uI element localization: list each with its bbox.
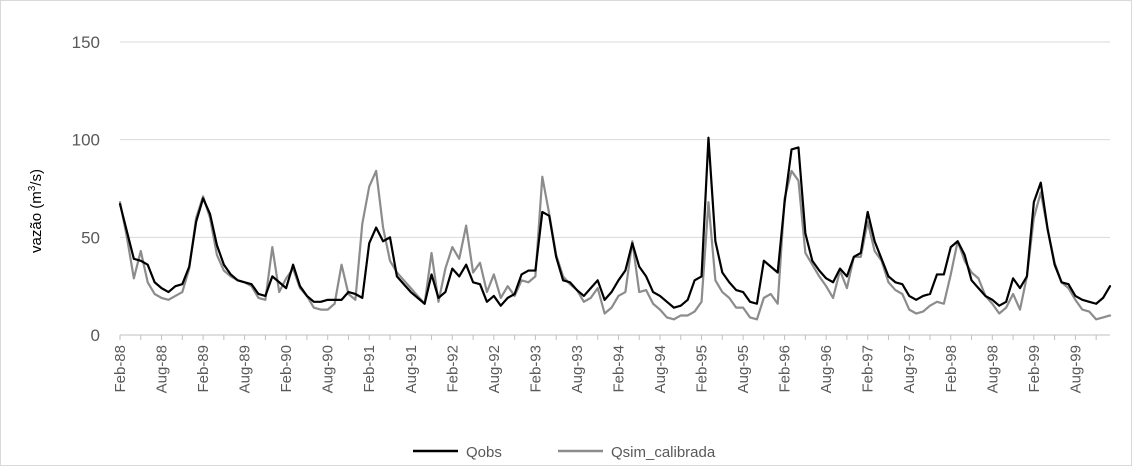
y-axis-label-main: vazão (m [28, 191, 45, 253]
y-tick-label-100: 100 [72, 131, 100, 150]
x-tick-label: Feb-99 [1026, 345, 1043, 393]
series-group [118, 136, 1112, 321]
x-tick-label: Aug-97 [901, 345, 918, 393]
y-axis-label: vazão (m3/s) [27, 169, 45, 253]
legend-label-qobs: Qobs [466, 444, 502, 461]
x-tick-label: Aug-94 [652, 345, 669, 393]
x-tick-label: Aug-92 [486, 345, 503, 393]
x-tick-label: Aug-96 [818, 345, 835, 393]
x-tick-label: Feb-97 [860, 345, 877, 393]
x-tick-label: Feb-96 [777, 345, 794, 393]
y-tick-label-0: 0 [91, 326, 100, 345]
y-axis-label-end: /s) [28, 169, 45, 186]
gridlines [120, 41, 1110, 238]
x-tick-label: Aug-99 [1067, 345, 1084, 393]
series-line-qsim-calibrada [118, 169, 1112, 321]
x-tick-label: Feb-88 [112, 345, 129, 393]
y-axis-ticks: 0 50 100 150 [72, 33, 100, 345]
x-tick-label: Feb-98 [943, 345, 960, 393]
series-line-qobs [118, 136, 1112, 309]
x-tick-label: Feb-89 [195, 345, 212, 393]
x-tick-label: Feb-93 [527, 345, 544, 393]
y-tick-label-150: 150 [72, 33, 100, 52]
x-tick-label: Aug-93 [569, 345, 586, 393]
y-axis-label-superscript: 3 [27, 185, 38, 191]
y-tick-label-50: 50 [81, 228, 100, 247]
x-tick-label: Aug-88 [154, 345, 171, 393]
x-tick-label: Aug-98 [984, 345, 1001, 393]
x-tick-label: Feb-92 [444, 345, 461, 393]
x-tick-label: Feb-94 [610, 345, 627, 393]
legend: Qobs Qsim_calibrada [413, 444, 716, 461]
x-tick-label: Aug-89 [237, 345, 254, 393]
x-axis: Feb-88 Aug-88 Feb-89 Aug-89 Feb-90 Aug-90 Feb-… [112, 334, 1110, 393]
x-tick-label: Aug-90 [320, 345, 337, 393]
x-tick-label: Feb-90 [278, 345, 295, 393]
legend-label-qsim: Qsim_calibrada [611, 444, 716, 461]
x-tick-label: Feb-91 [361, 345, 378, 393]
x-tick-label: Aug-95 [735, 345, 752, 393]
x-tick-label: Feb-95 [694, 345, 711, 393]
x-tick-label: Aug-91 [403, 345, 420, 393]
